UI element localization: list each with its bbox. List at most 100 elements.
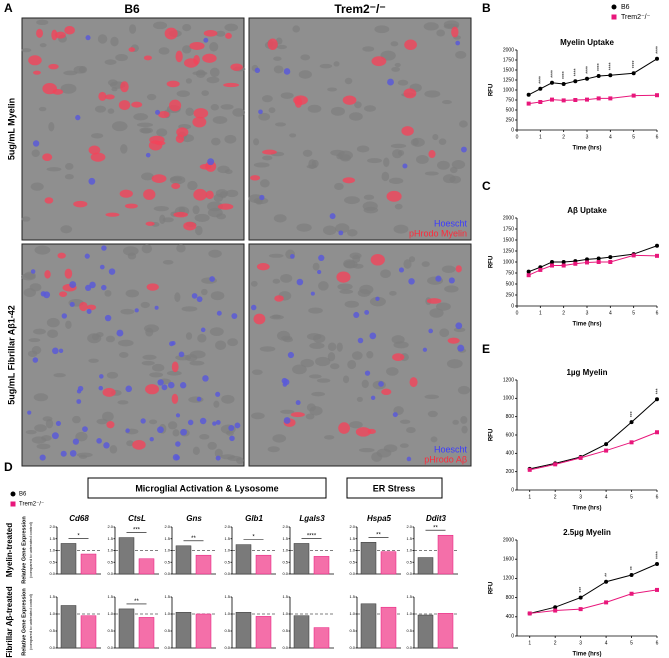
y-axis-label: Relative Gene Expression xyxy=(21,516,27,584)
point xyxy=(655,587,659,592)
x-tick-label: 4 xyxy=(609,310,612,316)
nucleus xyxy=(422,347,428,352)
point xyxy=(578,455,583,460)
cell xyxy=(260,179,270,188)
cell xyxy=(39,43,47,48)
y-tick-label: 0.5 xyxy=(49,628,55,633)
cell xyxy=(442,99,452,105)
bar xyxy=(293,543,310,575)
red-cell xyxy=(64,26,75,35)
nucleus xyxy=(318,254,325,262)
cell xyxy=(28,338,41,343)
cell xyxy=(381,171,390,182)
nucleus xyxy=(338,230,344,236)
cell xyxy=(403,259,412,269)
nucleus xyxy=(378,381,384,387)
nucleus xyxy=(317,269,322,275)
cell xyxy=(181,306,198,312)
nucleus xyxy=(51,432,59,440)
x-tick-label: 2 xyxy=(562,310,565,316)
red-cell xyxy=(401,126,414,136)
point xyxy=(578,595,583,600)
cell xyxy=(302,149,313,157)
cell xyxy=(312,262,320,271)
legend-marker xyxy=(611,4,617,10)
cell xyxy=(185,78,192,84)
nucleus xyxy=(72,438,80,445)
red-cell xyxy=(124,203,138,209)
cell xyxy=(209,42,219,52)
cell xyxy=(383,157,390,168)
red-cell xyxy=(203,30,218,37)
cell xyxy=(149,372,164,378)
nucleus xyxy=(202,375,209,382)
cell xyxy=(227,455,242,461)
cell xyxy=(65,163,74,170)
significance: **** xyxy=(632,60,638,68)
y-tick-label: 1600 xyxy=(503,557,514,563)
cell xyxy=(207,201,223,212)
nucleus xyxy=(203,37,209,43)
y-tick-label: 1.5 xyxy=(349,594,355,599)
group-box xyxy=(346,477,443,499)
bar xyxy=(118,537,135,575)
point xyxy=(655,56,659,61)
cell xyxy=(152,363,165,372)
red-cell xyxy=(370,254,385,266)
legend-label: B6 xyxy=(19,492,27,498)
cell xyxy=(292,364,307,375)
cell xyxy=(342,375,350,384)
nucleus xyxy=(215,455,221,461)
y-tick-label: 0.0 xyxy=(107,571,113,576)
y-tick-label: 0.0 xyxy=(406,645,412,650)
cell xyxy=(192,71,208,76)
nucleus xyxy=(387,78,394,86)
cell xyxy=(210,291,225,301)
cell xyxy=(48,121,55,132)
series-line xyxy=(528,245,658,273)
point xyxy=(573,79,578,84)
cell xyxy=(172,429,180,437)
cell xyxy=(46,317,60,328)
red-cell xyxy=(158,110,170,119)
cell xyxy=(253,197,269,205)
red-cell xyxy=(371,56,387,67)
cell xyxy=(455,50,467,59)
nucleus xyxy=(364,370,371,376)
chart-title: 2.5µg Myelin xyxy=(563,528,611,537)
nucleus xyxy=(69,301,75,307)
significance: **** xyxy=(609,62,615,70)
cell xyxy=(224,134,237,144)
chart-title: 1µg Myelin xyxy=(566,368,607,377)
y-tick-label: 0.5 xyxy=(406,628,412,633)
red-cell xyxy=(44,270,51,279)
cell xyxy=(227,338,239,347)
y-axis-sublabel: (compared to untreated control) xyxy=(28,593,33,650)
cell xyxy=(337,283,353,291)
nucleus xyxy=(98,385,103,391)
cell xyxy=(399,443,409,448)
cell xyxy=(356,396,363,402)
cell xyxy=(187,180,198,191)
cell xyxy=(213,193,224,202)
nucleus xyxy=(329,213,336,220)
cell xyxy=(339,289,354,294)
red-cell xyxy=(404,39,417,51)
nucleus xyxy=(196,296,203,303)
y-tick-label: 200 xyxy=(506,469,515,475)
red-cell xyxy=(51,29,58,41)
red-cell xyxy=(202,53,217,63)
bar xyxy=(360,542,377,575)
bar xyxy=(417,557,434,575)
cell xyxy=(46,167,62,172)
cell xyxy=(327,342,337,352)
point xyxy=(561,263,566,268)
y-axis-label: RFU xyxy=(489,84,495,96)
cell xyxy=(424,90,441,98)
y-tick-label: 1.0 xyxy=(164,611,170,616)
point xyxy=(553,462,558,467)
x-tick-label: 4 xyxy=(605,494,608,500)
overlay-label: Hoescht xyxy=(434,218,468,228)
point xyxy=(631,93,636,98)
red-cell xyxy=(392,353,405,361)
